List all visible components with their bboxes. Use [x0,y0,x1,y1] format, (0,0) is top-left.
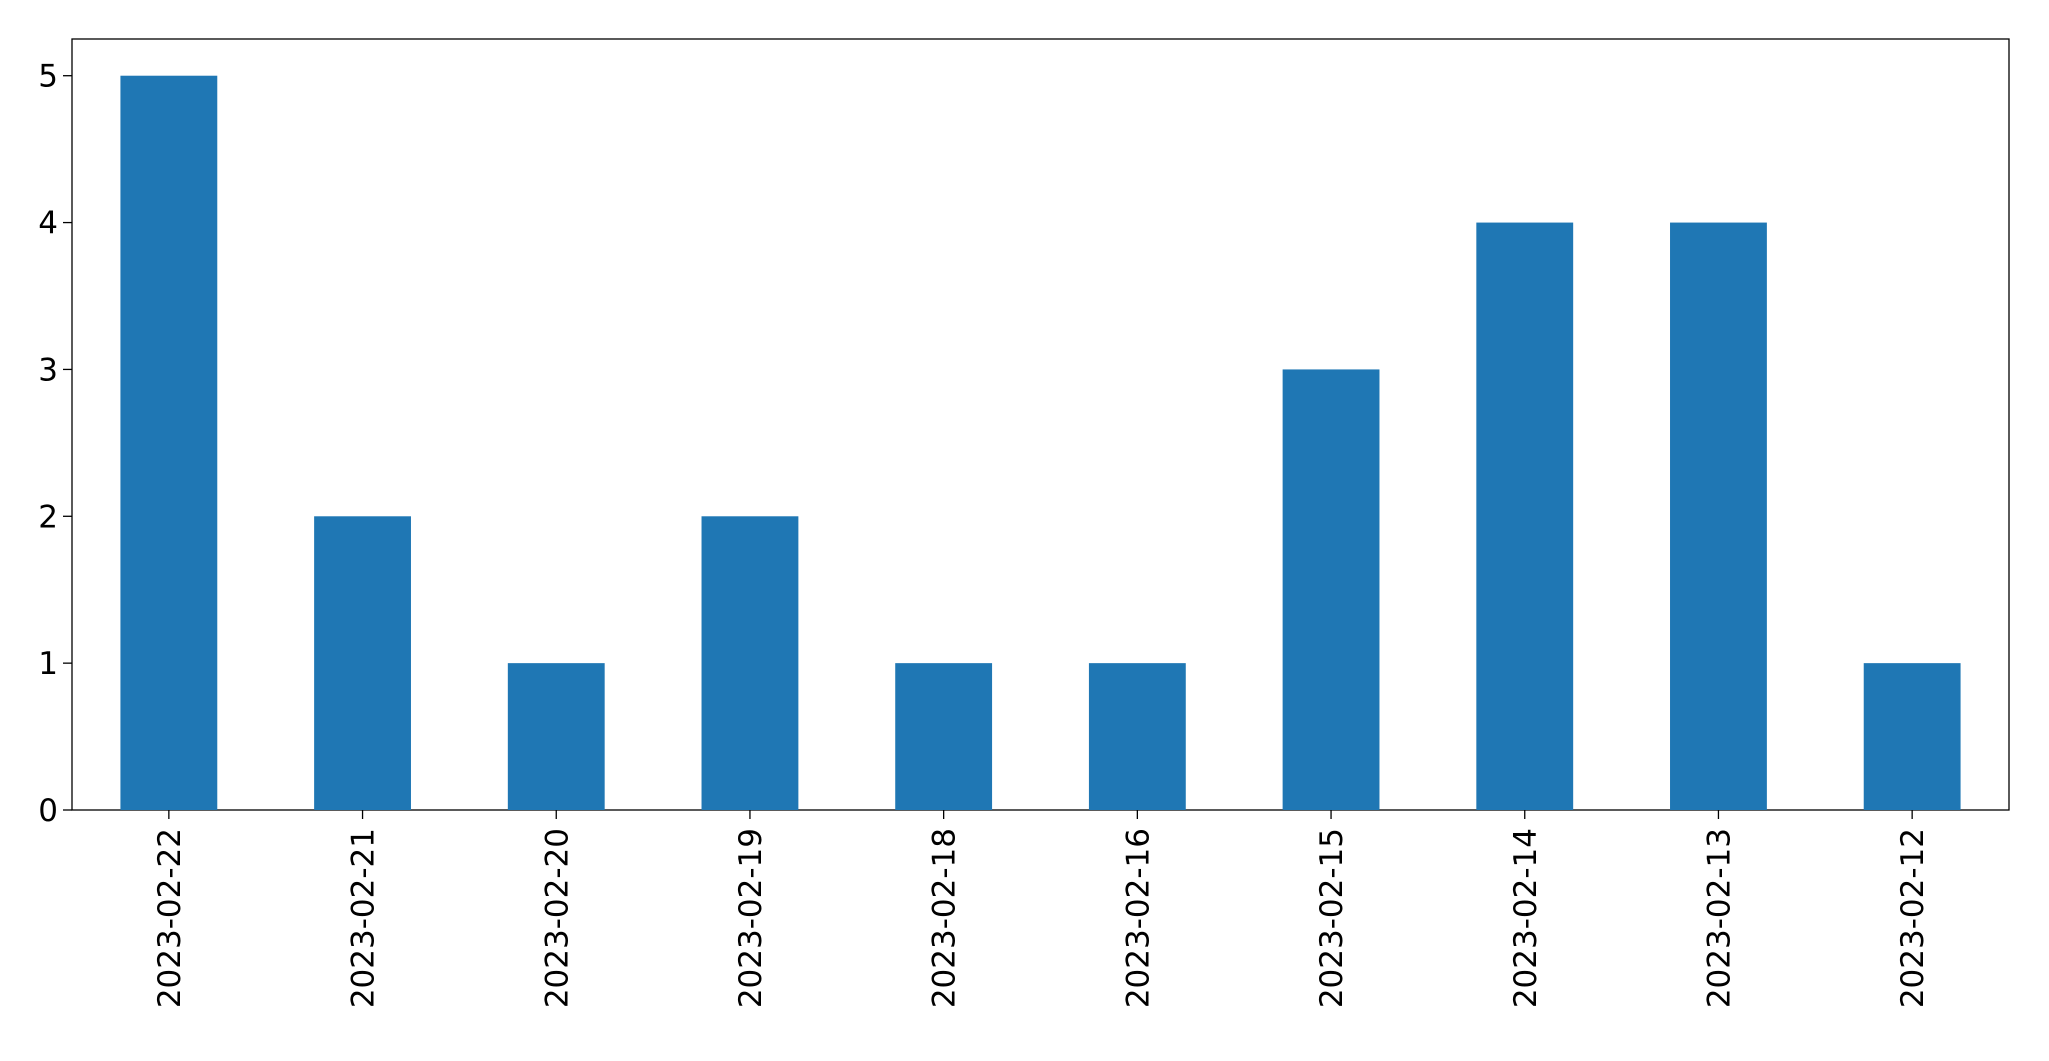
bar [314,516,411,810]
x-tick-label: 2023-02-22 [152,828,188,1008]
bar [895,663,993,810]
x-tick-label: 2023-02-19 [733,828,769,1008]
bar [1088,663,1186,810]
y-tick-label: 4 [38,206,58,242]
y-tick-label: 3 [38,352,58,388]
x-tick-label: 2023-02-21 [346,828,382,1008]
bar [1670,222,1767,811]
y-tick-label: 5 [38,59,58,95]
bar [1863,663,1961,810]
bar [701,516,799,810]
y-tick-label: 1 [38,646,58,682]
x-tick-label: 2023-02-12 [1895,828,1931,1008]
bar [1282,369,1380,810]
x-tick-label: 2023-02-15 [1314,828,1350,1008]
y-tick-label: 2 [38,499,58,535]
x-tick-label: 2023-02-13 [1701,828,1737,1008]
axes-frame [71,38,2010,811]
x-tick-label: 2023-02-16 [1120,828,1156,1008]
y-tick-label: 0 [38,793,58,829]
x-tick-label: 2023-02-14 [1508,828,1544,1008]
bar [507,663,605,810]
x-tick-label: 2023-02-20 [539,828,575,1008]
bar [1476,222,1574,811]
bar [120,75,218,810]
x-tick-label: 2023-02-18 [927,828,963,1008]
